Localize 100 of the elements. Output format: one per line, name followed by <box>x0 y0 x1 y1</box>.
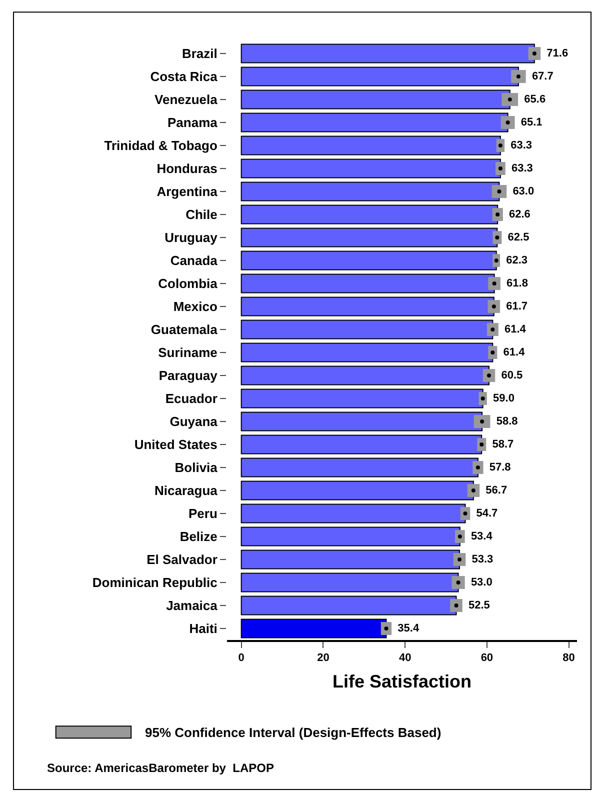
bar <box>240 228 498 248</box>
bar <box>240 342 494 362</box>
data-label: 62.5 <box>502 231 530 244</box>
bar <box>240 458 478 478</box>
data-label: 61.7 <box>500 300 528 312</box>
bar <box>240 550 460 570</box>
point <box>458 534 462 538</box>
bar <box>240 274 495 294</box>
point <box>486 374 491 378</box>
y-tick-label: Guyana <box>170 414 218 430</box>
point <box>476 466 480 470</box>
bar <box>240 596 457 616</box>
x-tick-label: 0 <box>238 652 244 664</box>
data-label: 53.3 <box>466 553 494 566</box>
data-label: 62.3 <box>500 254 528 266</box>
data-label: 57.8 <box>483 461 511 474</box>
y-tick-label: Venezuela <box>154 92 218 108</box>
bar <box>240 504 466 524</box>
y-tick-label: Peru <box>188 506 218 522</box>
bar <box>240 66 519 86</box>
y-tick-label: Trinidad & Tobago <box>104 138 218 154</box>
bar <box>240 182 500 202</box>
data-label: 35.4 <box>392 622 420 634</box>
y-tick-label: United States <box>134 437 218 452</box>
data-label: 61.8 <box>500 277 528 290</box>
data-label: 63.3 <box>504 139 532 152</box>
bar <box>240 320 494 340</box>
x-tick-label: 20 <box>317 652 330 664</box>
y-tick-label: Argentina <box>156 184 218 200</box>
bar <box>240 412 483 432</box>
bar <box>240 112 508 132</box>
point <box>498 166 502 170</box>
y-tick-label: Brazil <box>182 46 218 62</box>
text: 95% Confidence Interval (Design-Effects Based) <box>145 725 442 740</box>
y-tick-label: Guatemala <box>150 322 218 338</box>
data-label: 63.0 <box>506 185 534 198</box>
point <box>480 396 485 400</box>
y-tick-label: Ecuador <box>165 391 218 406</box>
data-label: 56.7 <box>480 484 508 496</box>
data-label: 62.6 <box>502 208 530 220</box>
y-tick-label: Suriname <box>158 345 218 360</box>
bar <box>240 44 535 64</box>
point <box>454 604 458 608</box>
point <box>508 98 512 102</box>
bar <box>240 90 510 110</box>
x-tick-label: 80 <box>562 652 575 664</box>
y-tick-label: El Salvador <box>146 552 218 568</box>
data-label: 71.6 <box>540 47 568 60</box>
bar <box>240 136 501 156</box>
data-label: 54.7 <box>470 507 498 520</box>
data-label: 61.4 <box>497 346 526 358</box>
data-label: 61.4 <box>498 323 527 336</box>
point <box>516 74 520 78</box>
x-axis-title: Life Satisfaction <box>332 672 472 692</box>
point <box>497 190 502 194</box>
point <box>480 420 484 424</box>
y-tick-label: Costa Rica <box>150 69 218 84</box>
bar <box>240 296 494 316</box>
point <box>506 120 510 124</box>
y-tick-label: Canada <box>170 253 218 268</box>
data-label: 63.3 <box>505 162 533 174</box>
bar <box>240 618 387 638</box>
point <box>496 212 500 216</box>
bar <box>240 480 474 500</box>
y-tick-label: Dominican Republic <box>92 575 218 590</box>
data-label: 67.7 <box>526 70 554 82</box>
point <box>456 580 460 584</box>
point <box>480 442 484 446</box>
point <box>463 512 468 516</box>
y-tick-label: Chile <box>186 207 218 222</box>
y-tick-label: Nicaragua <box>154 483 218 498</box>
x-tick-label: 60 <box>480 652 494 664</box>
y-tick-label: Panama <box>168 115 218 130</box>
y-tick-label: Belize <box>180 529 218 544</box>
y-tick-label: Paraguay <box>158 368 218 384</box>
data-label: 58.8 <box>490 415 518 428</box>
point <box>490 350 495 354</box>
y-tick-label: Uruguay <box>164 230 218 246</box>
data-label: 53.4 <box>464 530 494 542</box>
point <box>492 282 496 286</box>
data-label: 53.0 <box>464 576 492 588</box>
data-label: 60.5 <box>495 369 523 382</box>
y-tick-label: Jamaica <box>166 598 218 614</box>
point <box>495 236 500 240</box>
bar <box>240 250 497 270</box>
bar <box>240 572 459 592</box>
y-tick-label: Mexico <box>173 299 218 314</box>
point <box>490 328 495 332</box>
y-tick-label: Bolivia <box>174 460 218 476</box>
data-label: 52.5 <box>462 599 490 612</box>
bar <box>240 434 482 454</box>
bar <box>240 388 484 408</box>
bar <box>240 526 460 546</box>
x-tick-label: 40 <box>398 652 412 664</box>
source-note: Source: AmericasBarometer by LAPOP <box>47 761 274 775</box>
data-label: 58.7 <box>486 438 514 450</box>
y-tick-label: Honduras <box>156 161 218 176</box>
y-tick-label: Colombia <box>158 276 218 292</box>
point <box>532 52 536 56</box>
bar <box>240 158 501 178</box>
